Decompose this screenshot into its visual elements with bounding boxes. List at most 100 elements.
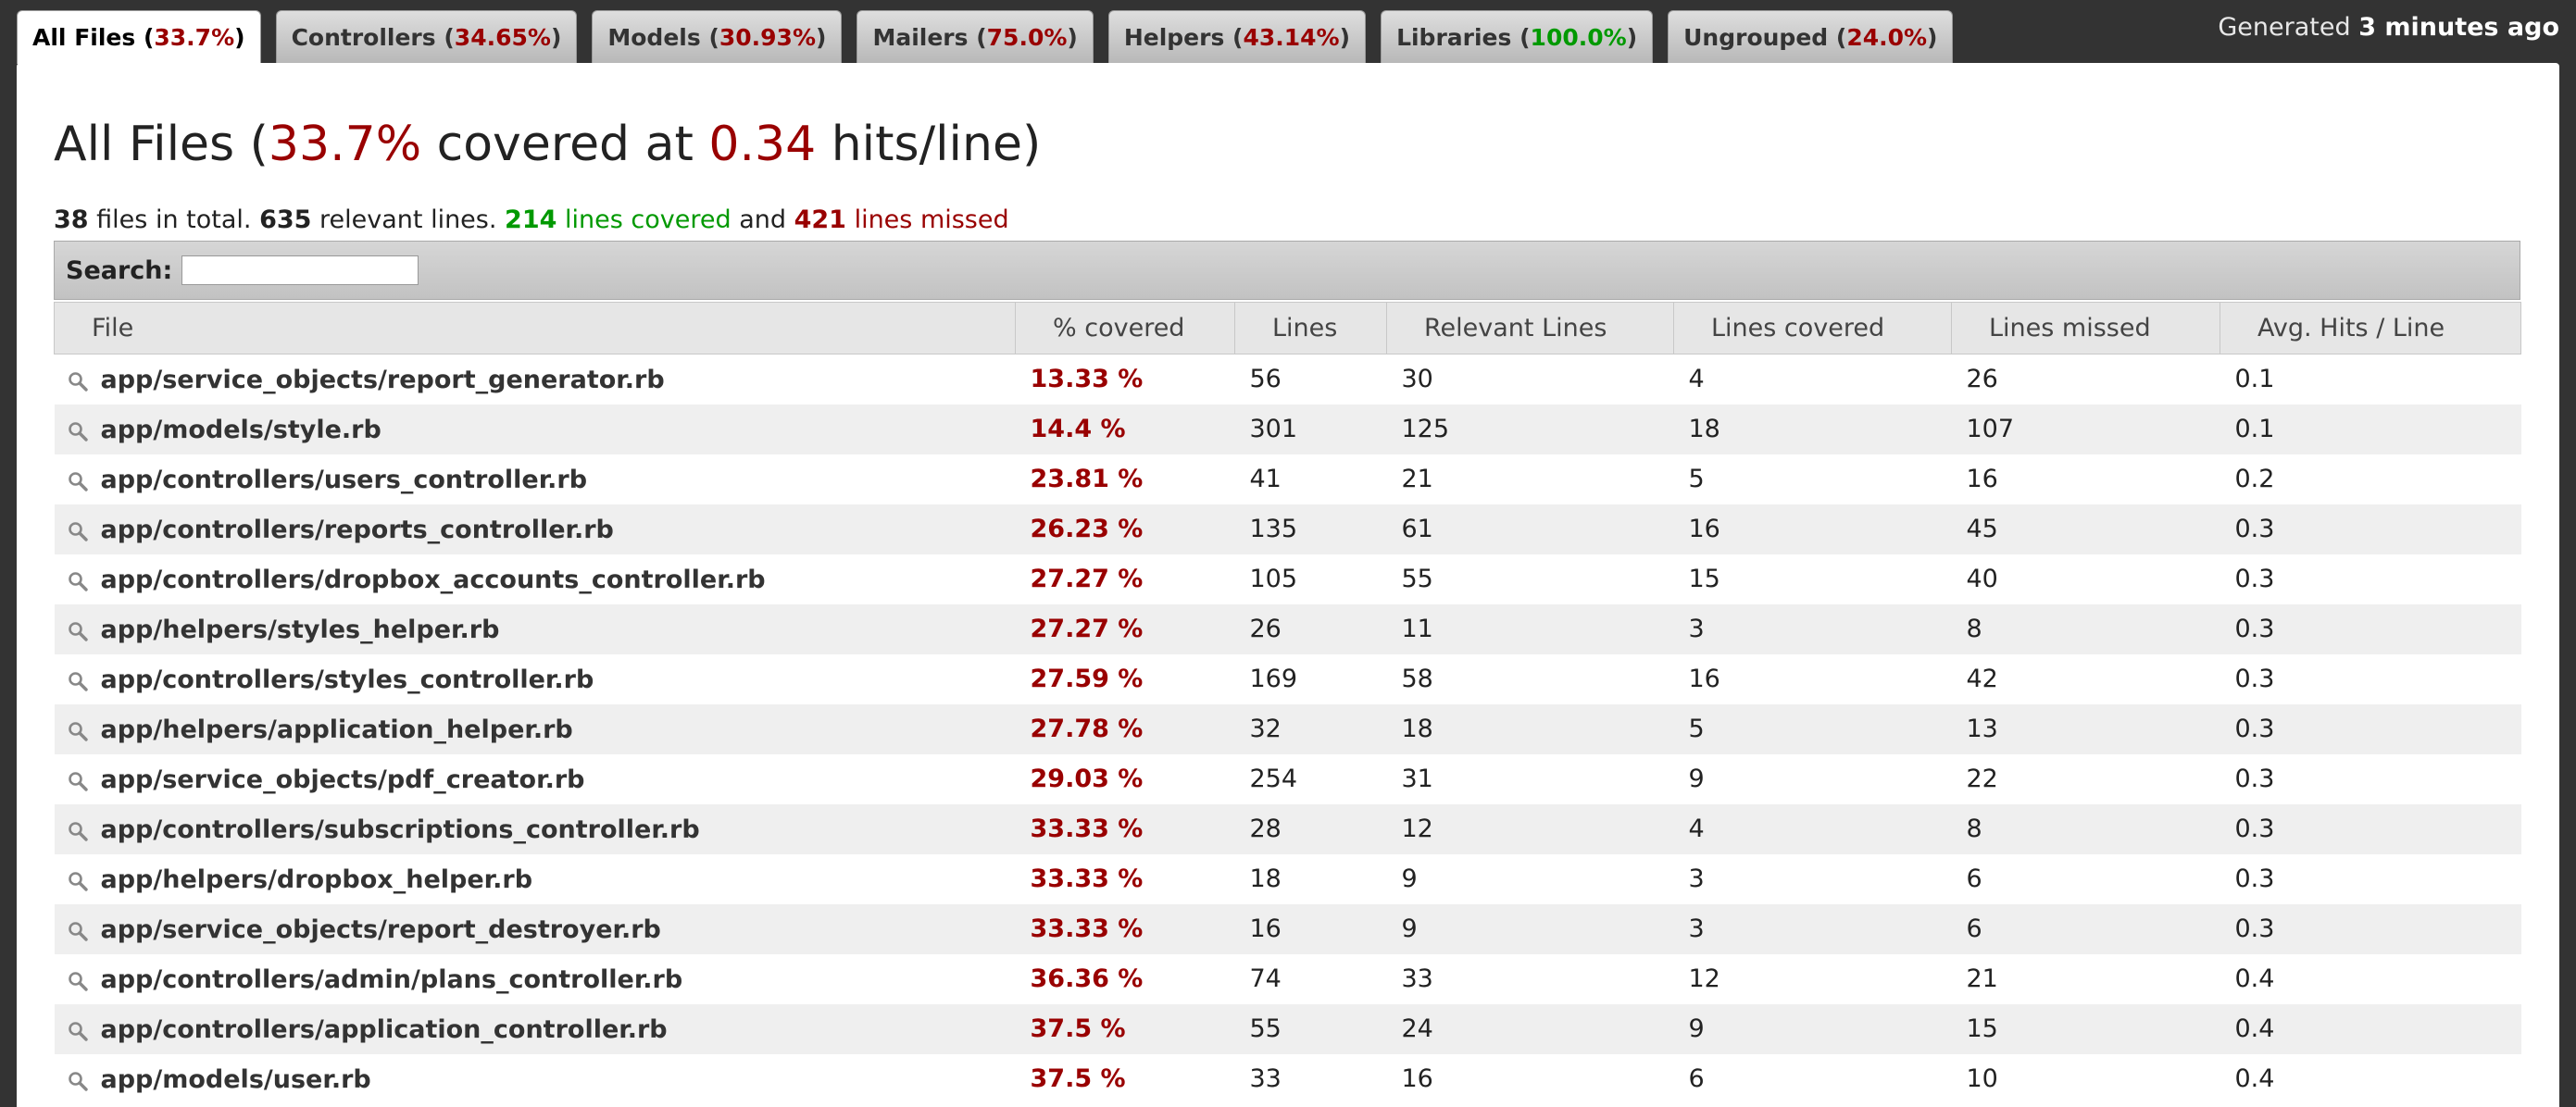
column-header-percent-covered[interactable]: % covered [1015, 302, 1235, 354]
cell-lines-covered: 9 [1673, 1003, 1952, 1054]
cell-lines: 135 [1234, 504, 1387, 554]
file-link[interactable]: app/controllers/users_controller.rb [100, 465, 588, 494]
file-link[interactable]: app/controllers/styles_controller.rb [100, 665, 594, 694]
column-header-avg-hits[interactable]: Avg. Hits / Line [2220, 302, 2521, 354]
file-link[interactable]: app/controllers/reports_controller.rb [100, 515, 614, 544]
magnifier-icon[interactable] [68, 569, 88, 591]
file-link[interactable]: app/helpers/styles_helper.rb [100, 615, 500, 644]
missed-text: lines missed [854, 205, 1009, 234]
magnifier-icon[interactable] [68, 969, 88, 991]
tab-mailers[interactable]: Mailers (75.0%) [857, 10, 1094, 63]
tab-controllers[interactable]: Controllers (34.65%) [275, 10, 578, 63]
cell-lines: 41 [1234, 454, 1387, 504]
cell-lines: 254 [1234, 753, 1387, 804]
cell-lines: 74 [1234, 953, 1387, 1004]
cell-relevant-lines: 16 [1386, 1053, 1674, 1104]
magnifier-icon[interactable] [68, 819, 88, 841]
file-link[interactable]: app/service_objects/pdf_creator.rb [100, 765, 585, 794]
column-header-file[interactable]: File [54, 302, 1016, 354]
cell-relevant-lines: 18 [1386, 703, 1674, 754]
tab-helpers[interactable]: Helpers (43.14%) [1107, 10, 1367, 63]
file-cell: app/controllers/dropbox_accounts_control… [54, 554, 1016, 604]
file-link[interactable]: app/helpers/dropbox_helper.rb [100, 864, 533, 894]
file-cell: app/service_objects/report_destroyer.rb [54, 903, 1016, 954]
column-header-lines-missed[interactable]: Lines missed [1951, 302, 2220, 354]
cell-avg-hits: 0.3 [2220, 853, 2521, 904]
file-link[interactable]: app/models/style.rb [100, 415, 381, 444]
file-link[interactable]: app/controllers/subscriptions_controller… [100, 815, 700, 844]
magnifier-icon[interactable] [68, 719, 88, 741]
tab-libraries[interactable]: Libraries (100.0%) [1381, 10, 1654, 63]
magnifier-icon[interactable] [68, 869, 88, 891]
magnifier-icon[interactable] [68, 419, 88, 442]
file-link[interactable]: app/helpers/application_helper.rb [100, 715, 573, 744]
cell-percent-covered: 33.33 % [1015, 903, 1235, 954]
magnifier-icon[interactable] [68, 369, 88, 392]
title-hits: 0.34 [708, 117, 817, 172]
file-link[interactable]: app/models/user.rb [100, 1064, 371, 1094]
search-input[interactable] [181, 255, 419, 285]
cell-lines-covered: 6 [1673, 1053, 1952, 1104]
column-header-relevant-lines[interactable]: Relevant Lines [1386, 302, 1674, 354]
cell-relevant-lines: 31 [1386, 753, 1674, 804]
file-cell: app/helpers/application_helper.rb [54, 703, 1016, 754]
cell-percent-covered: 37.5 % [1015, 1053, 1235, 1104]
cell-relevant-lines: 24 [1386, 1003, 1674, 1054]
tab-all-files[interactable]: All Files (33.7%) [17, 10, 261, 64]
file-link[interactable]: app/service_objects/report_generator.rb [100, 365, 665, 394]
cell-lines: 55 [1234, 1003, 1387, 1054]
tab-label: All Files [32, 24, 136, 51]
cell-lines-covered: 16 [1673, 504, 1952, 554]
magnifier-icon[interactable] [68, 769, 88, 791]
file-link[interactable]: app/controllers/admin/plans_controller.r… [100, 964, 683, 994]
cell-lines-missed: 40 [1951, 554, 2220, 604]
cell-avg-hits: 0.3 [2220, 554, 2521, 604]
tab-coverage-pct: 100.0% [1530, 23, 1627, 51]
magnifier-icon[interactable] [68, 1069, 88, 1091]
magnifier-icon[interactable] [68, 669, 88, 691]
cell-lines: 32 [1234, 703, 1387, 754]
cell-lines-covered: 5 [1673, 703, 1952, 754]
cell-lines-missed: 6 [1951, 853, 2220, 904]
column-header-lines[interactable]: Lines [1234, 302, 1387, 354]
cell-avg-hits: 0.2 [2220, 454, 2521, 504]
magnifier-icon[interactable] [68, 469, 88, 491]
tab-models[interactable]: Models (30.93%) [592, 10, 843, 63]
file-cell: app/controllers/subscriptions_controller… [54, 803, 1016, 854]
cell-lines-missed: 8 [1951, 603, 2220, 654]
tab-ungrouped[interactable]: Ungrouped (24.0%) [1668, 10, 1954, 63]
cell-relevant-lines: 12 [1386, 803, 1674, 854]
table-row: app/controllers/admin/plans_controller.r… [54, 953, 2521, 1004]
cell-lines-missed: 26 [1951, 354, 2220, 404]
file-link[interactable]: app/service_objects/report_destroyer.rb [100, 914, 661, 944]
cell-lines: 56 [1234, 354, 1387, 404]
cell-relevant-lines: 61 [1386, 504, 1674, 554]
table-row: app/helpers/dropbox_helper.rb 33.33 % 18 9 3… [54, 853, 2521, 904]
file-cell: app/controllers/users_controller.rb [54, 454, 1016, 504]
cell-avg-hits: 0.3 [2220, 903, 2521, 954]
relevant-text: relevant lines. [319, 205, 497, 234]
relevant-count: 635 [259, 205, 312, 234]
cell-relevant-lines: 11 [1386, 603, 1674, 654]
magnifier-icon[interactable] [68, 619, 88, 641]
cell-lines-missed: 16 [1951, 454, 2220, 504]
title-middle: covered at [436, 117, 694, 172]
table-row: app/controllers/application_controller.r… [54, 1003, 2521, 1054]
covered-text: lines covered [565, 205, 732, 234]
file-link[interactable]: app/controllers/dropbox_accounts_control… [100, 565, 766, 594]
cell-lines-missed: 6 [1951, 903, 2220, 954]
table-row: app/service_objects/report_generator.rb 1… [54, 354, 2521, 404]
cell-lines-missed: 21 [1951, 953, 2220, 1004]
table-row: app/controllers/styles_controller.rb 27.5… [54, 653, 2521, 704]
cell-avg-hits: 0.3 [2220, 753, 2521, 804]
search-bar: Search: [54, 241, 2520, 300]
magnifier-icon[interactable] [68, 519, 88, 541]
magnifier-icon[interactable] [68, 1019, 88, 1041]
cell-avg-hits: 0.4 [2220, 1053, 2521, 1104]
magnifier-icon[interactable] [68, 919, 88, 941]
file-link[interactable]: app/controllers/application_controller.r… [100, 1014, 668, 1044]
cell-lines: 301 [1234, 404, 1387, 454]
column-header-lines-covered[interactable]: Lines covered [1673, 302, 1952, 354]
cell-percent-covered: 13.33 % [1015, 354, 1235, 404]
missed-summary: 421 lines missed [794, 205, 1009, 234]
